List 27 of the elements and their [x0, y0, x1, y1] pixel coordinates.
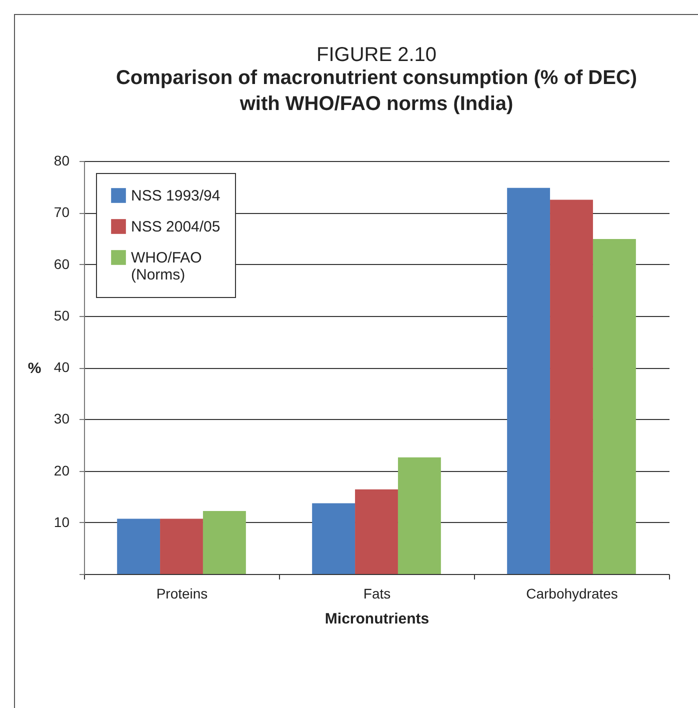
- y-tick-label: 30: [54, 410, 70, 427]
- x-axis-title: Micronutrients: [324, 610, 430, 628]
- y-tick-label: 10: [54, 514, 70, 530]
- x-tick-label: Carbohydrates: [526, 586, 618, 602]
- y-tick-label: 20: [54, 462, 70, 478]
- bar: [592, 238, 636, 574]
- y-tick-label: 70: [54, 204, 70, 220]
- y-axis-title: %: [28, 360, 42, 377]
- legend-label: NSS 2004/05: [131, 218, 220, 236]
- bar: [160, 518, 203, 574]
- y-tick-label: 50: [54, 307, 70, 324]
- chart-subtitle: Comparison of macronutrient consumption (% of DEC) with WHO/FAO norms (India): [116, 67, 638, 115]
- bar: [550, 200, 593, 574]
- bar: [202, 511, 246, 574]
- x-tick-label: Fats: [363, 586, 391, 602]
- y-tick-label: 80: [54, 152, 70, 168]
- legend-label: NSS 1993/94: [131, 188, 220, 204]
- y-tick-label: 60: [54, 256, 70, 272]
- bar: [507, 188, 550, 574]
- x-tick-label: Proteins: [156, 586, 208, 602]
- bar: [312, 503, 356, 574]
- bar: [117, 518, 160, 574]
- chart-title: FIGURE 2.10: [316, 44, 437, 66]
- bar: [355, 489, 398, 574]
- legend-label: WHO/FAO (Norms): [131, 250, 202, 284]
- bar: [398, 457, 441, 574]
- y-tick-label: 40: [54, 359, 70, 375]
